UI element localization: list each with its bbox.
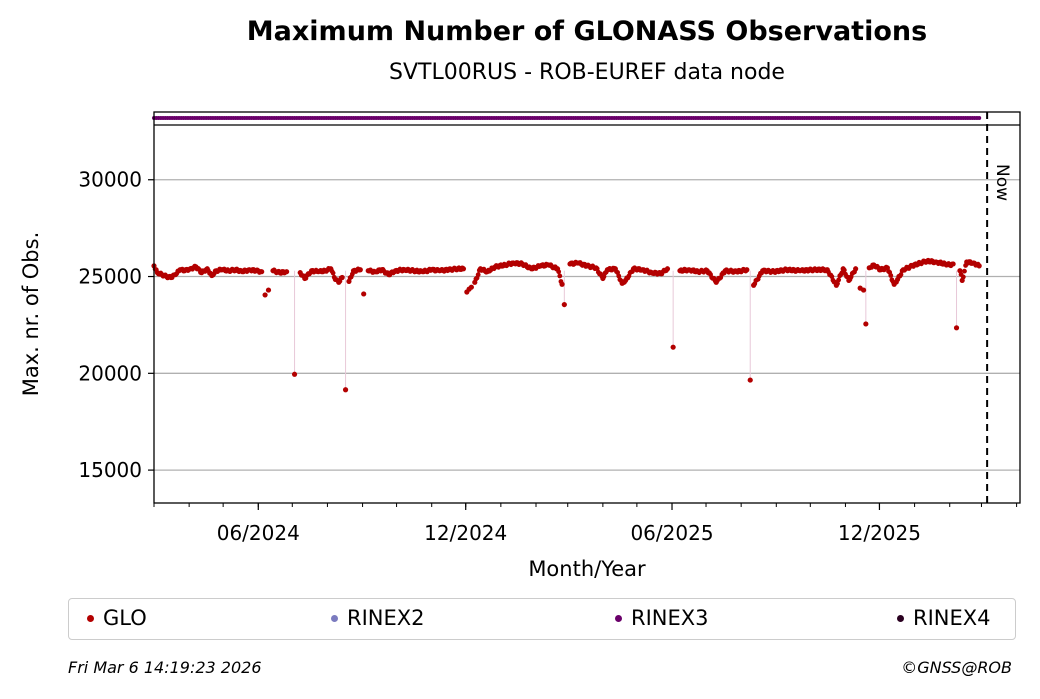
glo-data-point — [949, 261, 955, 267]
footer-copyright: ©GNSS@ROB — [901, 658, 1012, 677]
chart-subtitle: SVTL00RUS - ROB-EUREF data node — [389, 60, 785, 85]
glo-data-point — [338, 275, 344, 281]
glo-data-point — [561, 301, 567, 308]
y-axis-label: Max. nr. of Obs. — [19, 232, 43, 397]
plot-area-background — [154, 112, 1020, 503]
glo-data-point — [975, 261, 981, 267]
legend-item-rinex4: RINEX4 — [897, 606, 991, 630]
glo-data-point — [743, 268, 749, 274]
gridlines — [154, 179, 1020, 471]
legend-label-rinex3: RINEX3 — [631, 606, 709, 630]
glo-data-point — [670, 344, 676, 350]
glo-data-point — [356, 267, 362, 273]
glo-data-point — [459, 265, 465, 271]
glo-data-point — [894, 279, 899, 285]
glo-data-point — [361, 291, 367, 297]
glo-data-point — [888, 273, 894, 278]
chart-title: Maximum Number of GLONASS Observations — [246, 16, 928, 47]
rinex3-availability-point — [977, 116, 982, 120]
glo-series — [151, 257, 982, 393]
rinex-band — [152, 116, 1020, 126]
glo-data-point — [835, 281, 840, 287]
glo-data-point — [265, 287, 272, 293]
legend-label-rinex4: RINEX4 — [913, 606, 991, 630]
glo-data-point — [475, 272, 481, 278]
chart-legend: GLO RINEX2 RINEX3 RINEX4 — [68, 598, 1016, 640]
glo-data-point — [622, 279, 627, 285]
glo-data-point — [342, 387, 349, 393]
y-tick-label: 25000 — [78, 265, 142, 289]
footer-timestamp: Fri Mar 6 14:19:23 2026 — [68, 658, 262, 677]
now-marker: Now — [986, 112, 1012, 503]
x-tick-label: 06/2025 — [630, 521, 713, 545]
glo-data-point — [852, 269, 857, 275]
glo-data-point — [349, 271, 355, 277]
y-tick-label: 30000 — [78, 168, 142, 192]
glo-data-point — [468, 284, 474, 290]
glo-data-point — [291, 371, 298, 377]
x-axis-ticks: 06/2024 12/2024 06/2025 12/2025 — [153, 503, 1018, 545]
glo-data-point — [863, 321, 869, 327]
x-axis-label: Month/Year — [528, 557, 646, 581]
glo-data-point — [556, 269, 562, 275]
legend-item-rinex3: RINEX3 — [615, 606, 709, 630]
x-tick-label: 12/2024 — [424, 521, 507, 545]
glo-data-point — [153, 267, 159, 273]
glo-data-point — [957, 268, 963, 274]
glo-data-point — [663, 268, 669, 273]
glo-data-point — [841, 267, 847, 273]
glo-data-point — [262, 292, 268, 298]
glo-data-point — [836, 277, 842, 283]
y-tick-label: 20000 — [78, 361, 142, 385]
now-label: Now — [992, 164, 1012, 201]
glo-data-point — [283, 269, 288, 275]
glo-data-point — [953, 325, 960, 331]
legend-label-glo: GLO — [103, 606, 147, 630]
glo-data-point — [883, 264, 889, 270]
glo-data-point — [616, 273, 622, 279]
glo-data-point — [721, 270, 727, 276]
glo-data-point — [258, 269, 263, 274]
legend-item-glo: GLO — [87, 606, 147, 630]
outlier-drop-lines — [294, 270, 958, 390]
legend-marker-glo — [87, 614, 94, 622]
glo-data-point — [747, 377, 753, 383]
y-tick-label: 15000 — [78, 458, 142, 482]
glo-data-point — [962, 268, 967, 274]
legend-item-rinex2: RINEX2 — [331, 606, 425, 630]
legend-marker-rinex2 — [331, 614, 338, 622]
glo-data-point — [960, 274, 966, 280]
glo-data-point — [558, 279, 564, 284]
glo-data-point — [557, 273, 563, 279]
x-tick-label: 06/2024 — [217, 521, 300, 545]
glo-data-point — [898, 272, 904, 277]
plot-frame — [153, 111, 1021, 504]
glo-data-point — [829, 274, 835, 279]
legend-label-rinex2: RINEX2 — [347, 606, 425, 630]
legend-marker-rinex3 — [615, 614, 622, 622]
glo-data-point — [860, 287, 867, 293]
y-axis-ticks: 15000 20000 25000 30000 — [78, 168, 154, 482]
glo-data-point — [330, 270, 336, 276]
glo-data-point — [629, 269, 635, 275]
x-tick-label: 12/2025 — [838, 521, 921, 545]
legend-marker-rinex4 — [897, 614, 904, 622]
